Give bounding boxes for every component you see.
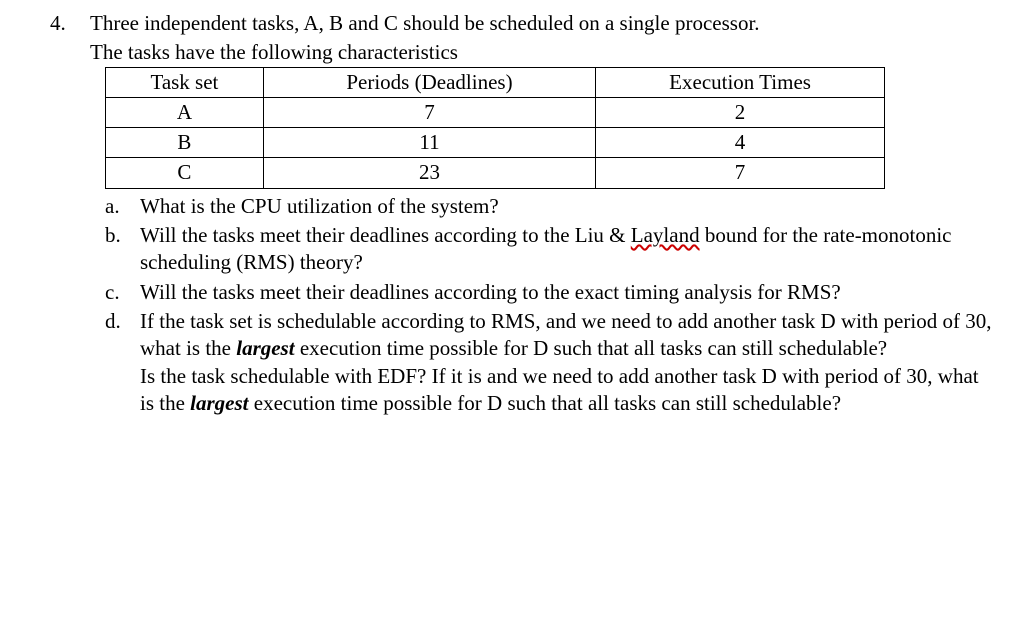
table-header: Task set bbox=[106, 67, 264, 97]
underlined-word: Layland bbox=[631, 223, 700, 247]
intro-line-2: The tasks have the following characteris… bbox=[90, 39, 994, 66]
table-header: Execution Times bbox=[596, 67, 885, 97]
table-cell: 2 bbox=[596, 97, 885, 127]
task-table: Task set Periods (Deadlines) Execution T… bbox=[105, 67, 885, 189]
subq-letter: a. bbox=[105, 193, 140, 220]
largest-word: largest bbox=[236, 336, 294, 360]
subq-text: What is the CPU utilization of the syste… bbox=[140, 193, 994, 220]
table-cell: 23 bbox=[263, 158, 595, 188]
question-number: 4. bbox=[50, 10, 90, 37]
intro-line-1: Three independent tasks, A, B and C shou… bbox=[90, 10, 994, 37]
table-cell: C bbox=[106, 158, 264, 188]
table-header: Periods (Deadlines) bbox=[263, 67, 595, 97]
text-prefix: Will the tasks meet their deadlines acco… bbox=[140, 223, 631, 247]
subquestion-a: a. What is the CPU utilization of the sy… bbox=[105, 193, 994, 220]
text-part1-suffix: execution time possible for D such that … bbox=[295, 336, 888, 360]
table-row: B 11 4 bbox=[106, 128, 885, 158]
table-row: C 23 7 bbox=[106, 158, 885, 188]
subquestion-d: d. If the task set is schedulable accord… bbox=[105, 308, 994, 417]
subq-text: If the task set is schedulable according… bbox=[140, 308, 994, 417]
text-part2-suffix: execution time possible for D such that … bbox=[249, 391, 842, 415]
table-header-row: Task set Periods (Deadlines) Execution T… bbox=[106, 67, 885, 97]
table-cell: 7 bbox=[596, 158, 885, 188]
question-content: Three independent tasks, A, B and C shou… bbox=[90, 10, 994, 67]
subq-letter: c. bbox=[105, 279, 140, 306]
subquestion-b: b. Will the tasks meet their deadlines a… bbox=[105, 222, 994, 277]
table-cell: 11 bbox=[263, 128, 595, 158]
table-cell: 4 bbox=[596, 128, 885, 158]
subq-letter: d. bbox=[105, 308, 140, 417]
table-cell: B bbox=[106, 128, 264, 158]
subq-letter: b. bbox=[105, 222, 140, 277]
question-header: 4. Three independent tasks, A, B and C s… bbox=[50, 10, 994, 67]
table-row: A 7 2 bbox=[106, 97, 885, 127]
table-cell: 7 bbox=[263, 97, 595, 127]
subq-text: Will the tasks meet their deadlines acco… bbox=[140, 279, 994, 306]
subquestion-c: c. Will the tasks meet their deadlines a… bbox=[105, 279, 994, 306]
subq-text: Will the tasks meet their deadlines acco… bbox=[140, 222, 994, 277]
table-cell: A bbox=[106, 97, 264, 127]
largest-word: largest bbox=[190, 391, 248, 415]
